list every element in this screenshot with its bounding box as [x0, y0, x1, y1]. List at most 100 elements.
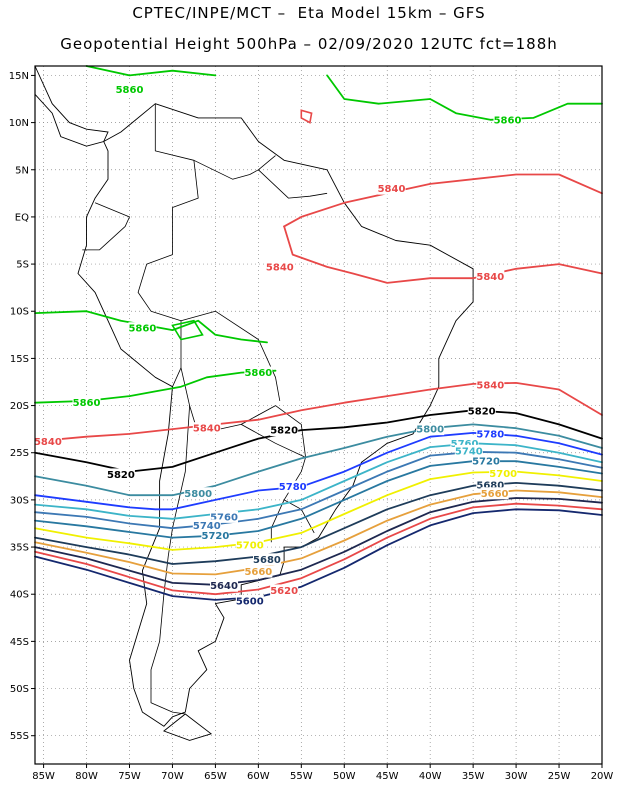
contour-5840	[34, 382, 603, 443]
contour-label-text: 5860	[244, 368, 272, 379]
closed-contour	[171, 319, 204, 341]
page-subtitle: Geopotential Height 500hPa – 02/09/2020 …	[60, 35, 558, 53]
lon-tick-label: 70W	[161, 771, 184, 782]
contour-label-background	[192, 422, 221, 435]
country-border	[82, 202, 130, 251]
contour-label-background	[265, 260, 294, 273]
lat-tick-label: 10S	[10, 307, 29, 318]
contour-label: 5840	[476, 378, 505, 391]
contour-5860	[326, 74, 603, 121]
lat-tick-label: 35S	[10, 543, 29, 554]
page-title: CPTEC/INPE/MCT – Eta Model 15km – GFS	[132, 4, 486, 22]
contour-label-text: 5680	[253, 555, 281, 566]
lon-tick-label: 55W	[290, 771, 313, 782]
contour-label-text: 5720	[472, 457, 500, 468]
contour-5640	[34, 497, 603, 586]
contour-label-text: 5640	[210, 581, 238, 592]
contour-5800	[34, 423, 603, 497]
south-america-coastline	[77, 103, 474, 727]
lon-tick-label: 35W	[462, 771, 485, 782]
contour-label: 5840	[377, 182, 406, 195]
lat-tick-label: 15S	[10, 354, 29, 365]
lat-tick-label: 20S	[10, 401, 29, 412]
lon-tick-label: 80W	[75, 771, 98, 782]
contour-5620	[34, 502, 603, 596]
contour-5760	[34, 442, 603, 520]
lon-tick-label: 75W	[118, 771, 141, 782]
contour-label-text: 5780	[476, 429, 504, 440]
lat-tick-label: 55S	[10, 731, 29, 742]
contour-label-text: 5800	[184, 489, 212, 500]
contour-label-background	[252, 553, 281, 566]
country-border	[180, 310, 281, 401]
contour-label-text: 5840	[34, 437, 62, 448]
lat-tick-label: 5S	[16, 260, 29, 271]
contour-label-text: 5860	[116, 85, 144, 96]
contour-label-background	[33, 435, 62, 448]
land-outlines	[34, 65, 474, 741]
contour-label-text: 5720	[201, 531, 229, 542]
lat-tick-label: 15N	[9, 71, 29, 82]
contour-label: 5660	[244, 565, 273, 578]
contour-label-background	[235, 539, 264, 552]
contour-label-text: 5860	[73, 398, 101, 409]
contour-label-background	[278, 480, 307, 493]
lon-tick-label: 50W	[333, 771, 356, 782]
lat-tick-label: 40S	[10, 590, 29, 601]
contour-5860	[34, 369, 277, 404]
contour-label-background	[416, 423, 445, 436]
contour-5680	[34, 482, 603, 565]
contour-5860	[34, 310, 268, 344]
lat-tick-label: 5N	[15, 165, 29, 176]
contour-5660	[34, 489, 603, 576]
contour-label-text: 5600	[236, 596, 264, 607]
lat-tick-label: EQ	[15, 212, 29, 223]
contour-label-background	[128, 322, 157, 335]
lat-tick-label: 50S	[10, 684, 29, 695]
country-border	[137, 254, 182, 387]
contour-label: 5800	[184, 487, 213, 500]
contour-label-background	[377, 182, 406, 195]
contour-label-text: 5740	[455, 446, 483, 457]
contour-label: 5700	[235, 539, 264, 552]
lon-tick-label: 85W	[32, 771, 55, 782]
contour-label: 5600	[235, 594, 264, 607]
contour-label-background	[472, 455, 501, 468]
contour-label: 5860	[72, 396, 101, 409]
contour-label-background	[244, 366, 273, 379]
lon-tick-label: 65W	[204, 771, 227, 782]
contour-label: 5840	[33, 435, 62, 448]
lon-tick-label: 20W	[591, 771, 614, 782]
contour-label: 5780	[476, 427, 505, 440]
lat-tick-label: 30S	[10, 495, 29, 506]
contour-label-text: 5660	[481, 489, 509, 500]
contour-label-text: 5800	[416, 425, 444, 436]
contour-label: 5840	[192, 422, 221, 435]
contour-lines	[34, 65, 603, 601]
contour-label: 5860	[244, 366, 273, 379]
tierra-del-fuego-coastline	[162, 713, 213, 741]
contour-label-background	[184, 487, 213, 500]
lat-tick-label: 25S	[10, 448, 29, 459]
contour-label-background	[210, 579, 238, 592]
contour-label: 5860	[128, 322, 157, 335]
contour-label-background	[72, 396, 101, 409]
contour-label-background	[115, 83, 144, 96]
contour-label-text: 5760	[451, 439, 479, 450]
contour-label: 5800	[416, 423, 445, 436]
lon-tick-label: 60W	[247, 771, 270, 782]
contour-label-text: 5760	[210, 512, 238, 523]
lon-tick-label: 40W	[419, 771, 442, 782]
contour-label: 5620	[270, 584, 299, 597]
contour-label: 5780	[278, 480, 307, 493]
contour-label-text: 5860	[494, 115, 522, 126]
contour-label-background	[235, 594, 264, 607]
contour-label: 5700	[489, 467, 518, 480]
contour-label-text: 5820	[107, 470, 135, 481]
contour-label-background	[192, 519, 221, 532]
contour-label: 5680	[252, 553, 281, 566]
lon-tick-label: 30W	[505, 771, 528, 782]
axis-ticks: 85W 80W 75W 70W 65W 60W 55W 50W 45W 40W 35W 30W 25W 2…	[9, 71, 614, 782]
contour-label-text: 5840	[476, 380, 504, 391]
